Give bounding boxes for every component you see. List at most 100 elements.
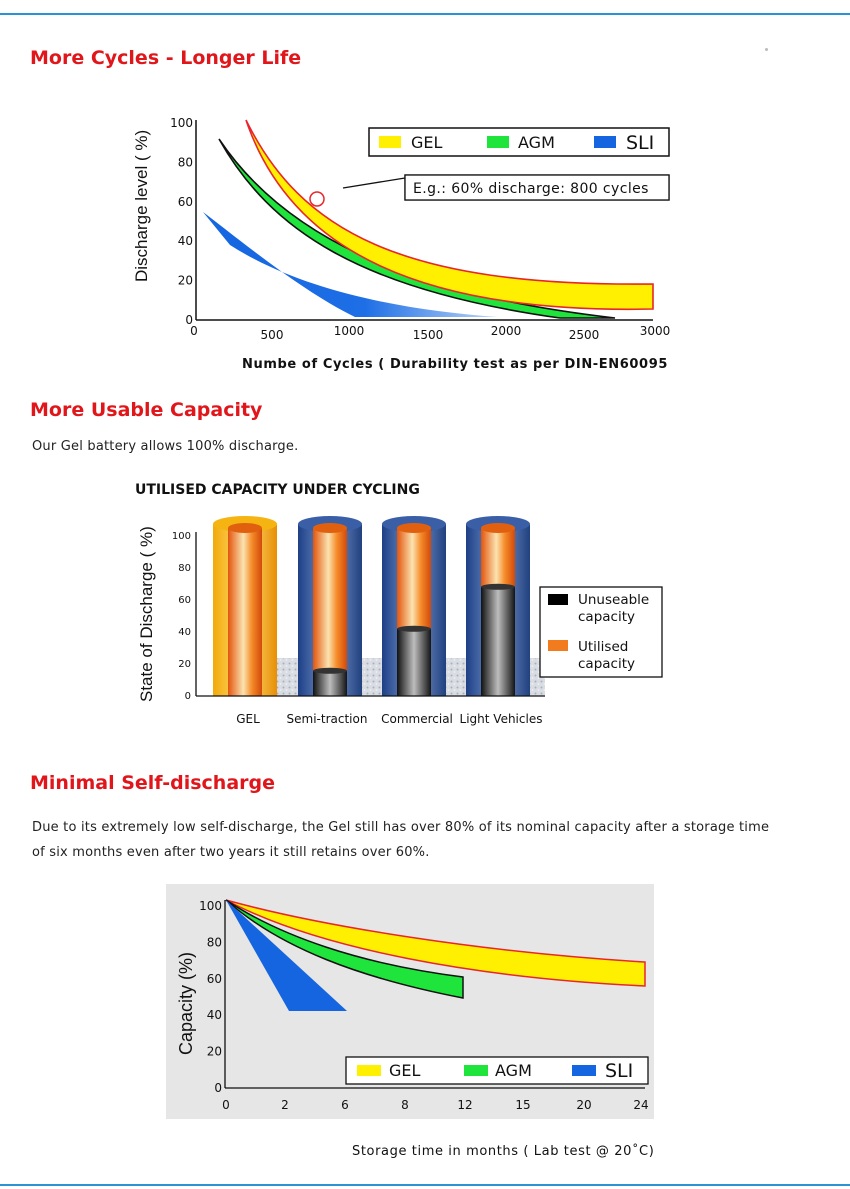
self-discharge-text-line1: Due to its extremely low self-discharge,… xyxy=(32,820,770,835)
utilised-segment xyxy=(481,528,515,587)
category-label: Commercial xyxy=(381,712,453,726)
y-tick-label: 80 xyxy=(207,935,222,949)
y-tick-label: 20 xyxy=(178,274,193,288)
y-tick-label: 0 xyxy=(185,691,191,702)
y-tick-label: 0 xyxy=(185,313,193,327)
legend-label-agm-3: AGM xyxy=(495,1061,532,1080)
legend-label-gel: GEL xyxy=(411,133,443,152)
x-tick-label: 2 xyxy=(281,1098,289,1112)
category-label: Semi-traction xyxy=(287,712,368,726)
x-tick-label: 20 xyxy=(576,1098,591,1112)
chart1-y-axis-label: Discharge level ( %) xyxy=(132,130,151,282)
segment-divider xyxy=(313,667,347,674)
gel-band xyxy=(245,119,654,311)
sli-band-3 xyxy=(226,900,347,1011)
inner-top xyxy=(228,523,262,533)
y-tick-label: 40 xyxy=(178,627,191,638)
y-tick-label: 40 xyxy=(207,1008,222,1022)
cylinder-light-vehicles: Light Vehicles xyxy=(460,516,543,726)
y-tick-label: 20 xyxy=(207,1045,222,1059)
legend-swatch-gel-3 xyxy=(357,1065,381,1076)
category-label: GEL xyxy=(236,712,260,726)
legend-swatch-agm-3 xyxy=(464,1065,488,1076)
self-discharge-chart: 0 20 40 60 80 100 Capacity (%) 0 2 6 8 12 15 20 24 GE… xyxy=(166,884,654,1119)
x-tick-label: 1500 xyxy=(413,328,444,342)
heading-self-discharge: Minimal Self-discharge xyxy=(30,772,275,794)
y-tick-label: 60 xyxy=(207,972,222,986)
sli-band xyxy=(203,212,498,317)
legend-label-utilised: Utilised capacity xyxy=(578,639,635,672)
y-tick-label: 20 xyxy=(178,659,191,670)
x-tick-label: 24 xyxy=(633,1098,648,1112)
usable-capacity-text: Our Gel battery allows 100% discharge. xyxy=(32,439,299,454)
agm-band-3 xyxy=(225,899,464,999)
legend-chart2: Unuseable capacity Utilised capacity xyxy=(539,586,663,678)
x-tick-label: 8 xyxy=(401,1098,409,1112)
unuseable-segment xyxy=(397,628,431,696)
segment-divider xyxy=(397,625,431,632)
x-tick-label: 12 xyxy=(457,1098,472,1112)
inner-top xyxy=(481,523,515,533)
x-tick-label: 6 xyxy=(341,1098,349,1112)
annotation-text: E.g.: 60% discharge: 800 cycles xyxy=(413,181,649,197)
legend-swatch-agm xyxy=(487,136,509,148)
segment-divider xyxy=(481,583,515,590)
y-tick-label: 60 xyxy=(178,595,191,606)
agm-band xyxy=(218,138,616,319)
bottom-rule xyxy=(0,1184,850,1186)
legend-swatch-gel xyxy=(379,136,401,148)
category-label: Light Vehicles xyxy=(460,712,543,726)
legend-label-unuseable: Unuseable capacity xyxy=(578,592,649,625)
x-tick-label: 2000 xyxy=(491,324,522,338)
decorative-dot xyxy=(765,48,768,51)
x-tick-label: 0 xyxy=(222,1098,230,1112)
legend-label-sli-3: SLI xyxy=(605,1060,633,1082)
y-tick-label: 40 xyxy=(178,234,193,248)
cycles-chart: Discharge level ( %) 0 20 40 60 80 100 0 500 10… xyxy=(132,116,671,342)
unuseable-segment xyxy=(313,670,347,696)
utilised-segment xyxy=(228,528,262,696)
unuseable-segment xyxy=(481,586,515,696)
self-discharge-text-line2: of six months even after two years it st… xyxy=(32,845,430,860)
y-tick-label: 80 xyxy=(178,155,193,169)
inner-top xyxy=(397,523,431,533)
legend-swatch-sli-3 xyxy=(572,1065,596,1076)
legend-label-agm: AGM xyxy=(518,133,555,152)
legend-swatch-sli xyxy=(594,136,616,148)
y-tick-label: 100 xyxy=(172,531,191,542)
top-rule xyxy=(0,13,850,15)
heading-more-cycles: More Cycles - Longer Life xyxy=(30,47,302,69)
y-tick-label: 60 xyxy=(178,195,193,209)
cylinder-gel: GEL xyxy=(213,516,277,726)
x-tick-label: 0 xyxy=(190,324,198,338)
capacity-chart: GEL Semi-traction Commercial Light Vehicles… xyxy=(137,516,663,726)
x-tick-label: 1000 xyxy=(334,324,365,338)
chart2-title: UTILISED CAPACITY UNDER CYCLING xyxy=(135,482,420,498)
y-tick-label: 100 xyxy=(170,116,193,130)
cylinder-commercial: Commercial xyxy=(381,516,453,726)
legend-label-sli: SLI xyxy=(626,132,654,154)
x-tick-label: 3000 xyxy=(640,324,671,338)
x-tick-label: 2500 xyxy=(569,328,600,342)
legend-swatch-unuseable xyxy=(548,594,568,605)
gel-band-3 xyxy=(225,899,646,987)
example-marker xyxy=(309,191,325,207)
chart1-x-caption: Numbe of Cycles ( Durability test as per… xyxy=(242,357,668,372)
cylinder-semi-traction: Semi-traction xyxy=(287,516,368,726)
y-tick-label: 80 xyxy=(178,563,191,574)
chart2-y-axis-label: State of Discharge ( %) xyxy=(137,526,156,702)
legend-swatch-utilised xyxy=(548,640,568,651)
inner-top xyxy=(313,523,347,533)
legend-chart3: GEL AGM SLI xyxy=(345,1056,649,1085)
y-tick-label: 100 xyxy=(199,899,222,913)
legend-label-gel-3: GEL xyxy=(389,1061,421,1080)
chart3-y-axis-label: Capacity (%) xyxy=(176,952,196,1055)
utilised-segment xyxy=(313,528,347,671)
x-tick-label: 500 xyxy=(261,328,284,342)
heading-usable-capacity: More Usable Capacity xyxy=(30,399,263,421)
legend-chart1: GEL AGM SLI xyxy=(368,127,670,157)
chart3-x-caption: Storage time in months ( Lab test @ 20˚C… xyxy=(352,1144,655,1159)
x-tick-label: 15 xyxy=(515,1098,530,1112)
utilised-segment xyxy=(397,528,431,629)
y-tick-label: 0 xyxy=(214,1081,222,1095)
